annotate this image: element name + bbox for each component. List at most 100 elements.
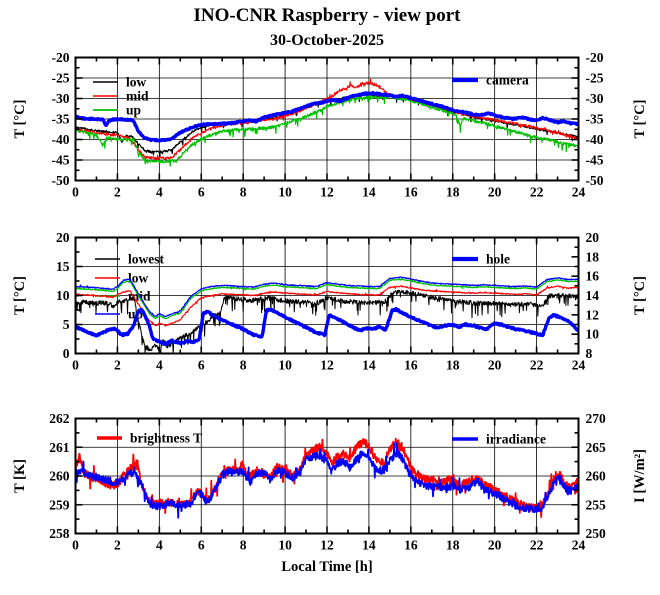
x-tick-label: 0	[72, 538, 79, 553]
chart-title: INO-CNR Raspberry - view port	[193, 5, 461, 26]
x-tick-label: 24	[572, 185, 586, 200]
chart-subtitle: 30-October-2025	[270, 32, 384, 49]
series-group	[75, 78, 579, 167]
x-tick-label: 0	[72, 358, 79, 373]
y-left-axis-title: T [°C]	[12, 276, 28, 315]
x-tick-label: 18	[446, 538, 460, 553]
x-tick-label: 4	[156, 185, 163, 200]
y-left-axis-title: T [K]	[12, 459, 28, 493]
x-tick-label: 22	[530, 185, 544, 200]
y-right-tick-label: 260	[586, 469, 607, 484]
y-right-axis-title: I [W/m²]	[632, 449, 648, 503]
y-left-tick-label: -40	[52, 132, 70, 147]
y-right-tick-label: -20	[586, 50, 604, 65]
axis-ticks	[74, 417, 580, 535]
x-tick-label: 10	[278, 358, 292, 373]
y-right-axis-title: T [°C]	[632, 100, 648, 139]
y-right-tick-label: 255	[586, 497, 607, 512]
y-right-tick-label: 18	[586, 249, 600, 264]
series-up-line	[75, 276, 579, 318]
series-mid-line	[75, 278, 579, 320]
x-tick-label: 2	[114, 185, 121, 200]
series-up-line	[75, 94, 579, 167]
x-tick-label: 22	[530, 358, 544, 373]
x-tick-label: 24	[572, 358, 586, 373]
x-tick-label: 10	[278, 538, 292, 553]
y-left-tick-label: -50	[52, 173, 70, 188]
y-right-tick-label: -25	[586, 71, 604, 86]
x-tick-label: 20	[488, 358, 502, 373]
x-tick-label: 12	[320, 538, 334, 553]
y-right-tick-label: -45	[586, 153, 604, 168]
x-tick-label: 22	[530, 538, 544, 553]
y-left-tick-label: -20	[52, 50, 70, 65]
series-hole-line	[75, 307, 579, 347]
y-right-tick-label: -30	[586, 91, 604, 106]
y-left-axis-title: T [°C]	[12, 100, 28, 139]
tick-labels: 0 2 4 6 8 10 12 14 16 18 20 22 240510152081012141618…	[56, 230, 599, 373]
axis-ticks	[74, 56, 580, 182]
y-right-tick-label: 16	[586, 269, 600, 284]
x-tick-label: 4	[156, 538, 163, 553]
y-left-tick-label: -25	[52, 71, 70, 86]
y-right-tick-label: 265	[586, 440, 607, 455]
x-tick-label: 24	[572, 538, 586, 553]
legend-label-low: low	[126, 75, 147, 90]
x-tick-label: 2	[114, 358, 121, 373]
y-left-tick-label: -45	[52, 153, 70, 168]
y-left-tick-label: 261	[49, 440, 70, 455]
legend-label-up: up	[126, 103, 141, 118]
x-tick-label: 14	[362, 538, 376, 553]
legend-label-hole: hole	[486, 252, 510, 267]
x-tick-label: 16	[404, 358, 418, 373]
y-right-tick-label: -35	[586, 112, 604, 127]
x-tick-label: 4	[156, 358, 163, 373]
x-tick-label: 0	[72, 185, 79, 200]
y-right-tick-label: 14	[586, 288, 600, 303]
y-left-tick-label: 258	[49, 526, 70, 541]
x-tick-label: 12	[320, 358, 334, 373]
x-tick-label: 20	[488, 185, 502, 200]
series-camera-line	[75, 90, 579, 143]
x-axis-title: Local Time [h]	[281, 559, 372, 575]
x-tick-label: 16	[404, 185, 418, 200]
y-left-tick-label: -30	[52, 91, 70, 106]
x-tick-label: 8	[240, 538, 247, 553]
tick-labels: 0 2 4 6 8 10 12 14 16 18 20 22 242582592602612622502…	[49, 411, 606, 553]
x-tick-label: 18	[446, 185, 460, 200]
x-tick-label: 12	[320, 185, 334, 200]
x-tick-label: 14	[362, 185, 376, 200]
y-right-tick-label: -50	[586, 173, 604, 188]
y-right-axis-title: T [°C]	[632, 276, 648, 315]
x-tick-label: 10	[278, 185, 292, 200]
y-left-tick-label: 0	[63, 346, 70, 361]
legend-label-lowest: lowest	[128, 252, 164, 267]
axis-ticks	[74, 236, 580, 355]
x-tick-label: 8	[240, 358, 247, 373]
series-irradiance-line	[75, 442, 579, 519]
y-right-tick-label: 10	[586, 327, 600, 342]
y-right-tick-label: 12	[586, 307, 600, 322]
legend-label-brightness-T: brightness T	[130, 431, 202, 446]
legend-label-camera: camera	[486, 73, 529, 88]
x-tick-label: 16	[404, 538, 418, 553]
legend-label-mid: mid	[126, 89, 149, 104]
x-tick-label: 20	[488, 538, 502, 553]
y-right-tick-label: 20	[586, 230, 600, 245]
y-right-tick-label: 8	[586, 346, 593, 361]
legend-label-low: low	[128, 271, 149, 286]
y-left-tick-label: 259	[49, 497, 70, 512]
y-left-tick-label: 5	[63, 317, 70, 332]
x-tick-label: 2	[114, 538, 121, 553]
x-tick-label: 8	[240, 185, 247, 200]
y-left-tick-label: 262	[49, 411, 70, 426]
x-tick-label: 6	[198, 358, 205, 373]
x-tick-label: 18	[446, 358, 460, 373]
y-left-tick-label: 20	[56, 230, 70, 245]
